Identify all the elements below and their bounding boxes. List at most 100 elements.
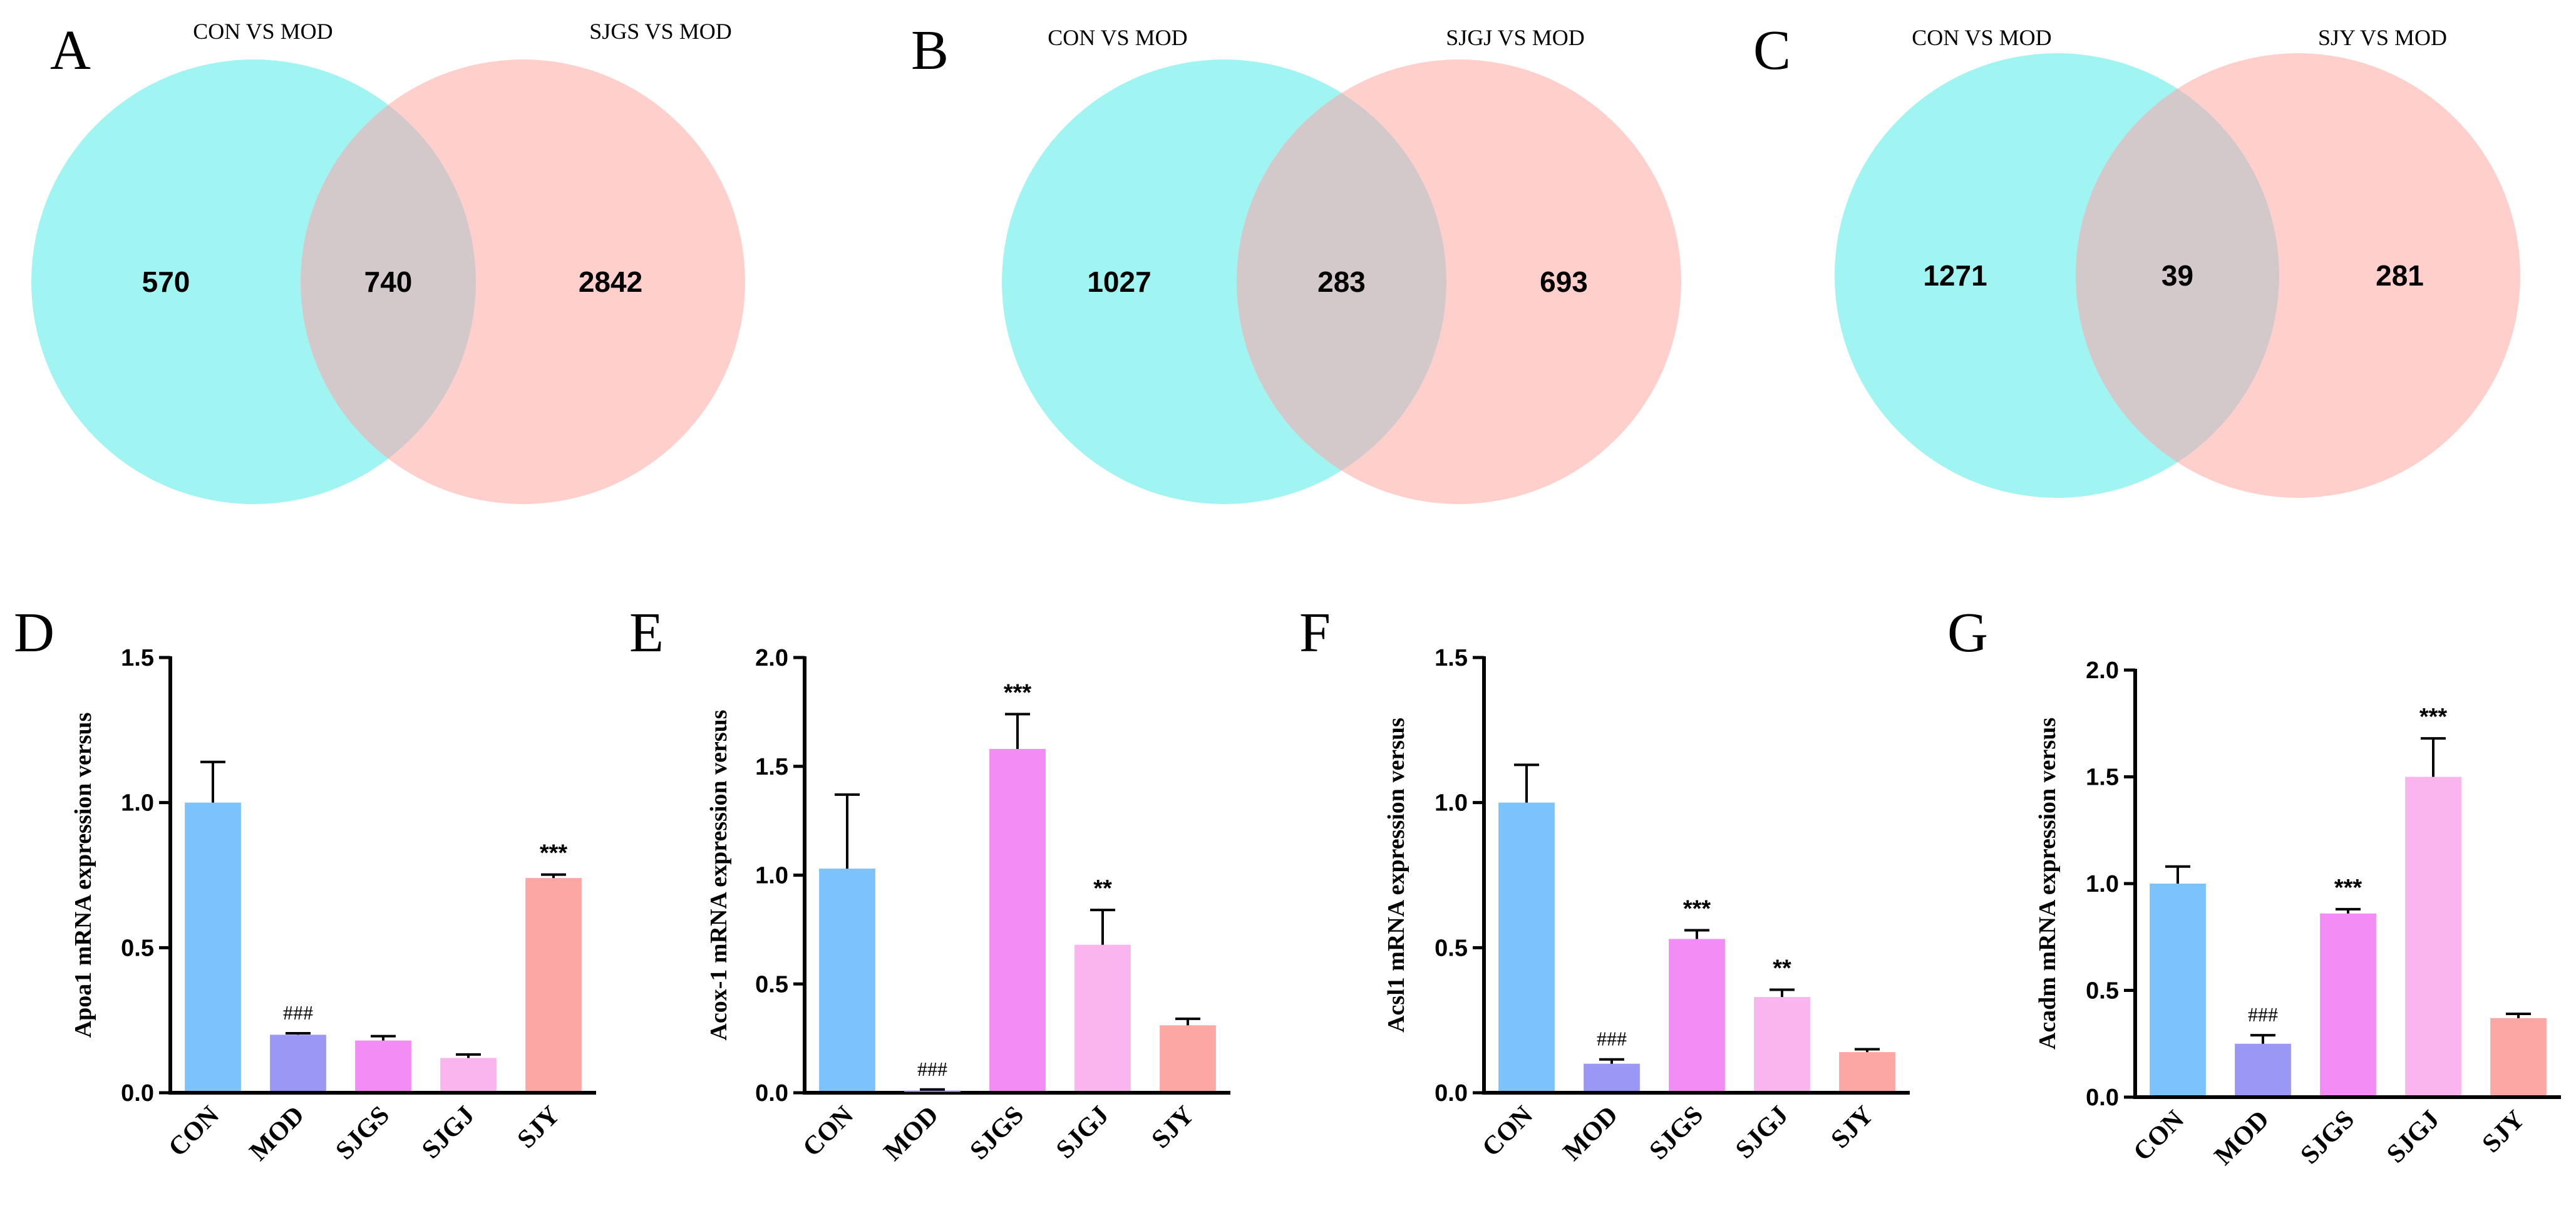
bar-panel-e: E 0.0 0.5 1.0 1.5 2.0 Acox-1 mRNA expression v… bbox=[629, 602, 1230, 1167]
bar-sjgj bbox=[2405, 777, 2461, 1095]
category-label: SJGS bbox=[965, 1101, 1030, 1166]
venn-overlap-count: 39 bbox=[2161, 259, 2193, 292]
significance-annotation: *** bbox=[540, 840, 568, 867]
significance-annotation: ** bbox=[1093, 875, 1112, 902]
y-tick-label: 1.5 bbox=[1435, 645, 1468, 671]
panel-letter: E bbox=[629, 602, 664, 664]
category-label: SJGS bbox=[331, 1101, 396, 1166]
bar-mod bbox=[270, 1035, 326, 1091]
venn-left-label: CON VS MOD bbox=[1048, 25, 1187, 50]
y-axis-label: Apoa1 mRNA expression versus bbox=[70, 713, 96, 1038]
hash-annotation: ### bbox=[917, 1058, 947, 1080]
bar-sjgs bbox=[2320, 913, 2376, 1095]
y-axis-label: Acox-1 mRNA expression versus bbox=[706, 710, 732, 1040]
venn-left-label: CON VS MOD bbox=[1912, 25, 2051, 50]
y-tick-label: 1.5 bbox=[755, 754, 788, 780]
category-label: MOD bbox=[878, 1101, 944, 1167]
bar-panel-d: D 0.0 0.5 1.0 1.5 Apoa1 mRNA expression versu… bbox=[14, 602, 596, 1167]
panel-letter: D bbox=[14, 602, 54, 664]
significance-annotation: *** bbox=[2419, 704, 2448, 730]
panel-letter: A bbox=[50, 19, 91, 81]
category-label: MOD bbox=[2209, 1105, 2275, 1171]
significance-annotation: *** bbox=[2334, 875, 2362, 901]
bar-mod bbox=[904, 1090, 961, 1092]
category-label: CON bbox=[1477, 1101, 1539, 1163]
bar-con bbox=[185, 802, 241, 1091]
bar-sjgj bbox=[440, 1058, 497, 1091]
bar-sjgj bbox=[1074, 944, 1131, 1091]
category-label: SJY bbox=[512, 1101, 565, 1154]
bar-sjgs bbox=[1669, 939, 1725, 1091]
category-label: SJY bbox=[2477, 1105, 2530, 1159]
y-tick-label: 2.0 bbox=[755, 645, 788, 671]
category-label: CON bbox=[163, 1101, 225, 1163]
y-tick-label: 0.0 bbox=[2086, 1085, 2119, 1111]
venn-left-only-count: 1271 bbox=[1923, 259, 1987, 292]
venn-right-only-count: 2842 bbox=[579, 266, 642, 298]
y-tick-label: 1.5 bbox=[121, 645, 154, 671]
venn-right-label: SJY VS MOD bbox=[2318, 25, 2447, 50]
category-label: SJGJ bbox=[416, 1101, 480, 1165]
venn-right-only-count: 281 bbox=[2376, 259, 2424, 292]
bar-sjgj bbox=[1754, 997, 1810, 1091]
category-label: SJGS bbox=[1644, 1101, 1709, 1166]
category-label: MOD bbox=[244, 1101, 310, 1167]
significance-annotation: ** bbox=[1773, 956, 1791, 982]
venn-left-label: CON VS MOD bbox=[193, 19, 332, 44]
venn-panel-a: A CON VS MOD SJGS VS MOD 570 740 2842 bbox=[31, 19, 745, 504]
bar-con bbox=[2150, 884, 2206, 1095]
category-label: SJGJ bbox=[1051, 1101, 1115, 1165]
bar-sjy bbox=[2490, 1018, 2547, 1095]
category-label: CON bbox=[798, 1101, 860, 1163]
venn-panel-b: B CON VS MOD SJGJ VS MOD 1027 283 693 bbox=[911, 19, 1681, 504]
category-label: SJGS bbox=[2295, 1105, 2361, 1170]
significance-annotation: *** bbox=[1004, 679, 1032, 706]
venn-overlap-region bbox=[301, 59, 476, 504]
bar-mod bbox=[1584, 1063, 1640, 1091]
venn-overlap-region bbox=[2076, 53, 2279, 498]
bar-mod bbox=[2235, 1043, 2291, 1095]
category-label: MOD bbox=[1558, 1101, 1624, 1167]
bar-panel-f: F 0.0 0.5 1.0 1.5 Acsl1 mRNA expression versu… bbox=[1299, 602, 1910, 1167]
y-tick-label: 0.5 bbox=[1435, 935, 1468, 961]
y-axis-label: Acsl1 mRNA expression versus bbox=[1383, 718, 1409, 1033]
category-label: CON bbox=[2128, 1105, 2190, 1167]
venn-right-label: SJGJ VS MOD bbox=[1446, 25, 1584, 50]
y-tick-label: 0.5 bbox=[121, 935, 154, 961]
venn-left-only-count: 570 bbox=[142, 266, 190, 298]
venn-overlap-region bbox=[1237, 59, 1446, 504]
venn-overlap-count: 283 bbox=[1317, 266, 1366, 298]
bar-sjgs bbox=[355, 1040, 411, 1091]
venn-left-only-count: 1027 bbox=[1087, 266, 1151, 298]
hash-annotation: ### bbox=[1597, 1028, 1627, 1050]
y-tick-label: 0.0 bbox=[755, 1080, 788, 1107]
y-axis-label: Acadm mRNA expression versus bbox=[2034, 718, 2061, 1050]
bar-panel-g: G 0.0 0.5 1.0 1.5 2.0 Acadm mRNA expression ve… bbox=[1947, 602, 2561, 1171]
y-tick-label: 0.5 bbox=[755, 971, 788, 998]
panel-letter: G bbox=[1947, 602, 1988, 664]
venn-overlap-count: 740 bbox=[364, 266, 413, 298]
significance-annotation: *** bbox=[1683, 896, 1711, 922]
panel-letter: F bbox=[1299, 602, 1331, 664]
bar-sjgs bbox=[989, 748, 1046, 1091]
y-tick-label: 1.0 bbox=[2086, 871, 2119, 897]
bar-sjy bbox=[525, 878, 582, 1091]
bar-sjy bbox=[1160, 1025, 1216, 1091]
venn-right-label: SJGS VS MOD bbox=[589, 19, 731, 44]
bar-con bbox=[819, 869, 875, 1091]
y-tick-label: 1.0 bbox=[755, 863, 788, 889]
y-tick-label: 1.5 bbox=[2086, 765, 2119, 791]
bar-con bbox=[1498, 802, 1555, 1091]
venn-right-only-count: 693 bbox=[1540, 266, 1588, 298]
category-label: SJY bbox=[1826, 1101, 1879, 1154]
category-label: SJY bbox=[1146, 1101, 1200, 1154]
panel-letter: C bbox=[1753, 19, 1791, 81]
panel-letter: B bbox=[911, 19, 949, 81]
bar-sjy bbox=[1839, 1052, 1895, 1091]
venn-panel-c: C CON VS MOD SJY VS MOD 1271 39 281 bbox=[1753, 19, 2520, 498]
hash-annotation: ### bbox=[2248, 1003, 2278, 1026]
category-label: SJGJ bbox=[1730, 1101, 1794, 1165]
category-label: SJGJ bbox=[2381, 1105, 2445, 1169]
y-tick-label: 0.0 bbox=[1435, 1080, 1468, 1107]
